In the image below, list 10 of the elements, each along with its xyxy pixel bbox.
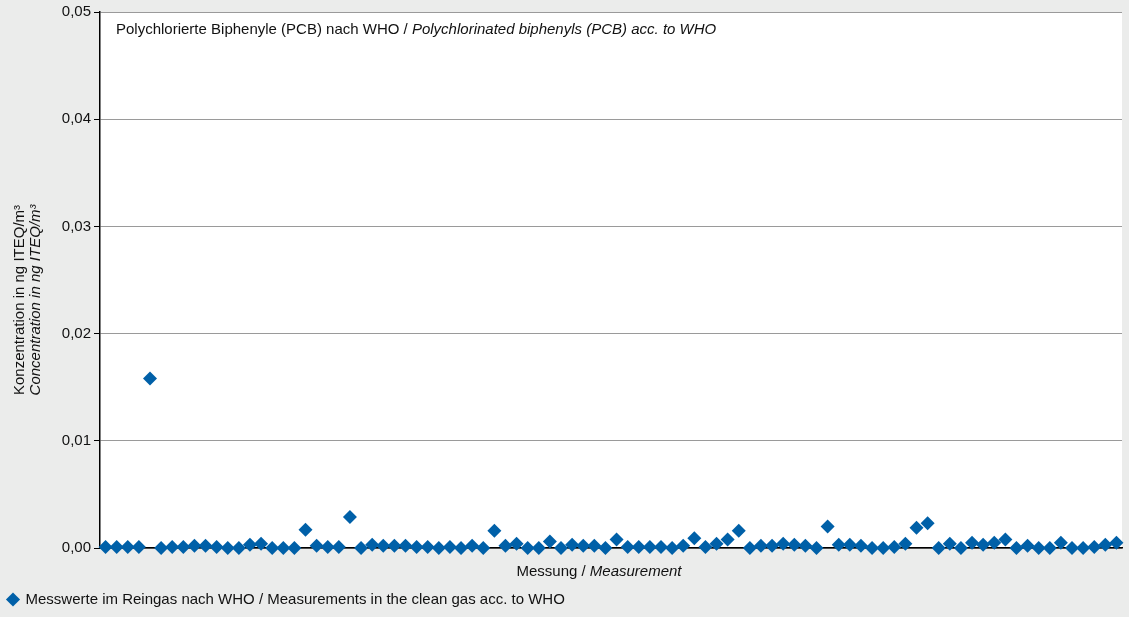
y-axis-title: Konzentration in ng ITEQ/m³ Concentration in ng ITEQ/m³	[10, 203, 44, 396]
y-tick-label: 0,02	[61, 323, 91, 341]
y-tick-label: 0,00	[61, 538, 91, 556]
legend-label: Messwerte im Reingas nach WHO / Measurements in the clean gas acc. to WHO	[25, 589, 565, 607]
y-tick-label: 0,01	[61, 430, 91, 448]
y-tick-label: 0,05	[61, 2, 91, 20]
text: Polychlorierte Biphenyle (PCB) nach WHO / Polychlorinated biphenyls (PCB) acc. to WHO	[116, 20, 717, 38]
x-axis-title: Messung / Measurement	[516, 562, 683, 580]
y-tick-label: 0,04	[61, 109, 91, 127]
y-tick-label: 0,03	[61, 216, 91, 234]
